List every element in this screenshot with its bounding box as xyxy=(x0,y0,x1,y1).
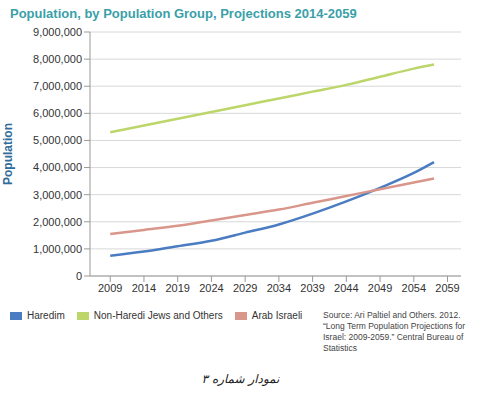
html-text:نمودار شماره ۳: نمودار شماره ۳ xyxy=(201,372,280,386)
svg-text:2014: 2014 xyxy=(132,282,156,294)
svg-text:8,000,000: 8,000,000 xyxy=(33,53,82,65)
svg-text:Population: Population xyxy=(1,123,15,185)
html-text:Non-Haredi Jews and Others: Non-Haredi Jews and Others xyxy=(93,310,223,321)
svg-text:2029: 2029 xyxy=(233,282,257,294)
svg-text:2039: 2039 xyxy=(300,282,324,294)
svg-text:2024: 2024 xyxy=(199,282,223,294)
svg-text:1,000,000: 1,000,000 xyxy=(33,243,82,255)
svg-text:2054: 2054 xyxy=(402,282,426,294)
svg-text:2009: 2009 xyxy=(98,282,122,294)
html-text:Haredim: Haredim xyxy=(27,310,65,321)
svg-text:2059: 2059 xyxy=(435,282,459,294)
svg-text:4,000,000: 4,000,000 xyxy=(33,161,82,173)
svg-text:6,000,000: 6,000,000 xyxy=(33,107,82,119)
html-text:Population, by Population Grou: Population, by Population Group, Project… xyxy=(10,6,357,21)
svg-text:5,000,000: 5,000,000 xyxy=(33,134,82,146)
svg-text:9,000,000: 9,000,000 xyxy=(33,26,82,38)
html-text:Source: Ari Paltiel and Others: Source: Ari Paltiel and Others. 2012. “L… xyxy=(323,310,466,353)
svg-text:2034: 2034 xyxy=(267,282,291,294)
svg-text:0: 0 xyxy=(76,270,82,282)
svg-text:7,000,000: 7,000,000 xyxy=(33,80,82,92)
svg-text:2019: 2019 xyxy=(165,282,189,294)
svg-text:3,000,000: 3,000,000 xyxy=(33,189,82,201)
svg-text:2044: 2044 xyxy=(334,282,358,294)
svg-text:2,000,000: 2,000,000 xyxy=(33,216,82,228)
html-text:Arab Israeli: Arab Israeli xyxy=(251,310,303,321)
svg-text:2049: 2049 xyxy=(368,282,392,294)
